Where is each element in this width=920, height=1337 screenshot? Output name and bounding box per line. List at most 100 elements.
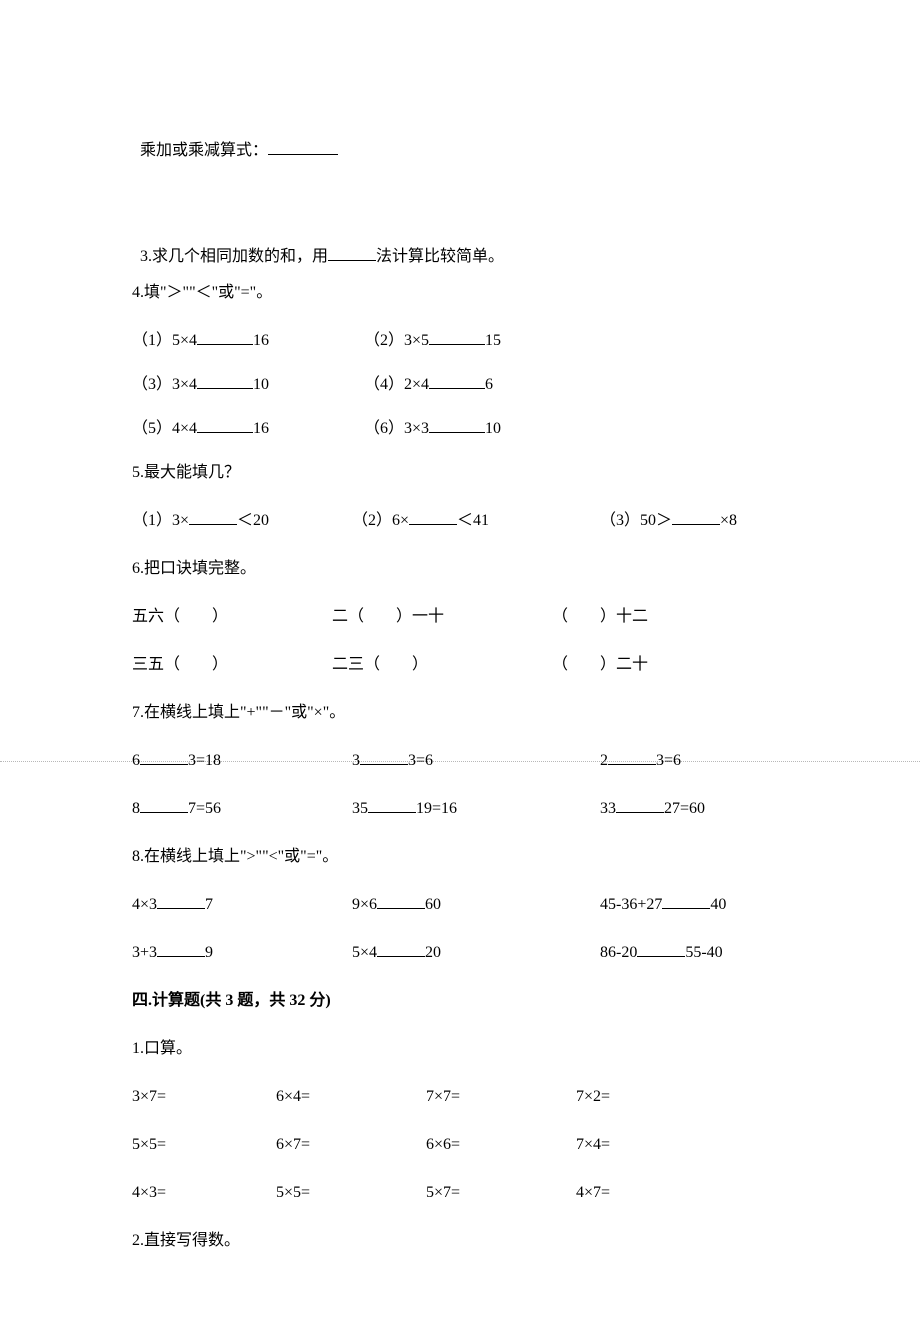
- q8-row2: 3+39 5×420 86-2055-40: [132, 941, 788, 965]
- calc-cell: 5×7=: [426, 1181, 576, 1205]
- q4-6-lhs: （6）3×3: [364, 420, 429, 437]
- q8-2c-l: 86-20: [600, 944, 637, 961]
- q4-2-rhs: 15: [485, 332, 501, 349]
- q4-title: 4.填"＞""＜"或"="。: [132, 281, 788, 305]
- q4-4-lhs: （4）2×4: [364, 376, 429, 393]
- q6-2c: （ ）二十: [552, 653, 648, 677]
- q3-line: 3.求几个相同加数的和，用 法计算比较简单。: [132, 221, 788, 269]
- blank[interactable]: [140, 797, 188, 813]
- q6-2b: 二三（ ）: [332, 653, 552, 677]
- calc-cell: 7×2=: [576, 1085, 610, 1109]
- q6-row1: 五六（ ） 二（ ）一十 （ ）十二: [132, 605, 788, 629]
- blank[interactable]: [637, 941, 685, 957]
- q7-title: 7.在横线上填上"+""－"或"×"。: [132, 701, 788, 725]
- blank[interactable]: [377, 893, 425, 909]
- blank[interactable]: [429, 417, 485, 433]
- q5-title: 5.最大能填几？: [132, 461, 788, 485]
- blank[interactable]: [672, 509, 720, 525]
- q8-1b-l: 9×6: [352, 896, 377, 913]
- q7-2c-r: 27=60: [664, 800, 705, 817]
- blank[interactable]: [662, 893, 710, 909]
- q7-row2: 8 7=56 35 19=16 33 27=60: [132, 797, 788, 821]
- blank[interactable]: [608, 749, 656, 765]
- calc-cell: 3×7=: [132, 1085, 276, 1109]
- q4-row1: （1）5×4 16 （2）3×5 15: [132, 329, 788, 353]
- blank[interactable]: [429, 373, 485, 389]
- blank[interactable]: [140, 749, 188, 765]
- q8-1c-r: 40: [710, 896, 726, 913]
- q8-2c-r: 55-40: [685, 944, 722, 961]
- q3-text: 3.求几个相同加数的和，用: [140, 248, 328, 265]
- s4q1-row1: 3×7= 6×4= 7×7= 7×2=: [132, 1085, 788, 1109]
- blank[interactable]: [197, 417, 253, 433]
- q5-1-l: （1）3×: [132, 512, 189, 529]
- calc-cell: 5×5=: [132, 1133, 276, 1157]
- q5-1-r: ＜20: [237, 512, 269, 529]
- blank[interactable]: [197, 373, 253, 389]
- section4-title: 四.计算题(共 3 题，共 32 分): [132, 989, 788, 1013]
- q8-1c-l: 45-36+27: [600, 896, 662, 913]
- q4-6-rhs: 10: [485, 420, 501, 437]
- q6-1b: 二（ ）一十: [332, 605, 552, 629]
- calc-cell: 7×4=: [576, 1133, 610, 1157]
- q7-1c-l: 2: [600, 752, 608, 769]
- q7-2a-l: 8: [132, 800, 140, 817]
- q4-2-lhs: （2）3×5: [364, 332, 429, 349]
- blank[interactable]: [377, 941, 425, 957]
- q5-row: （1）3× ＜20 （2）6× ＜41 （3）50＞ ×8: [132, 509, 788, 533]
- q8-1a-l: 4×3: [132, 896, 157, 913]
- blank[interactable]: [409, 509, 457, 525]
- calc-cell: 6×7=: [276, 1133, 426, 1157]
- s4q1-row3: 4×3= 5×5= 5×7= 4×7=: [132, 1181, 788, 1205]
- blank[interactable]: [157, 941, 205, 957]
- q4-1-lhs: （1）5×4: [132, 332, 197, 349]
- q8-2a-l: 3+3: [132, 944, 157, 961]
- q3-tail: 法计算比较简单。: [376, 248, 504, 265]
- q7-row1: 63=18 33=6 23=6: [132, 749, 788, 773]
- calc-cell: 4×7=: [576, 1181, 610, 1205]
- q7-2b-r: 19=16: [416, 800, 457, 817]
- blank[interactable]: [429, 329, 485, 345]
- q5-3-r: ×8: [720, 512, 737, 529]
- q4-row2: （3）3×410 （4）2×46: [132, 373, 788, 397]
- blank[interactable]: [360, 749, 408, 765]
- q7-1b-r: 3=6: [408, 752, 433, 769]
- q8-1b-r: 60: [425, 896, 441, 913]
- blank[interactable]: [328, 245, 376, 261]
- q5-3-l: （3）50＞: [600, 512, 672, 529]
- q8-2a-r: 9: [205, 944, 213, 961]
- blank[interactable]: [189, 509, 237, 525]
- blank[interactable]: [616, 797, 664, 813]
- q7-1a-r: 3=18: [188, 752, 221, 769]
- q4-5-lhs: （5）4×4: [132, 420, 197, 437]
- q4-1-rhs: 16: [253, 332, 269, 349]
- q5-2-r: ＜41: [457, 512, 489, 529]
- blank[interactable]: [368, 797, 416, 813]
- q7-2c-l: 33: [600, 800, 616, 817]
- calc-cell: 5×5=: [276, 1181, 426, 1205]
- calc-cell: 6×4=: [276, 1085, 426, 1109]
- q8-row1: 4×3 7 9×6 60 45-36+27 40: [132, 893, 788, 917]
- blank[interactable]: [268, 139, 338, 155]
- q6-row2: 三五（ ） 二三（ ） （ ）二十: [132, 653, 788, 677]
- calc-cell: 6×6=: [426, 1133, 576, 1157]
- s4q2-title: 2.直接写得数。: [132, 1229, 788, 1253]
- q2-tail-text: 乘加或乘减算式：: [140, 142, 268, 159]
- s4q1-row2: 5×5= 6×7= 6×6= 7×4=: [132, 1133, 788, 1157]
- q4-4-rhs: 6: [485, 376, 493, 393]
- s4q1-title: 1.口算。: [132, 1037, 788, 1061]
- q7-1a-l: 6: [132, 752, 140, 769]
- q5-2-l: （2）6×: [352, 512, 409, 529]
- q8-title: 8.在横线上填上">""<"或"="。: [132, 845, 788, 869]
- q6-1c: （ ）十二: [552, 605, 648, 629]
- q4-5-rhs: 16: [253, 420, 269, 437]
- blank[interactable]: [157, 893, 205, 909]
- q8-1a-r: 7: [205, 896, 213, 913]
- q2-tail-line: 乘加或乘减算式：: [132, 115, 788, 163]
- calc-cell: 4×3=: [132, 1181, 276, 1205]
- q7-2b-l: 35: [352, 800, 368, 817]
- q8-2b-l: 5×4: [352, 944, 377, 961]
- blank[interactable]: [197, 329, 253, 345]
- q7-2a-r: 7=56: [188, 800, 221, 817]
- q6-1a: 五六（ ）: [132, 605, 332, 629]
